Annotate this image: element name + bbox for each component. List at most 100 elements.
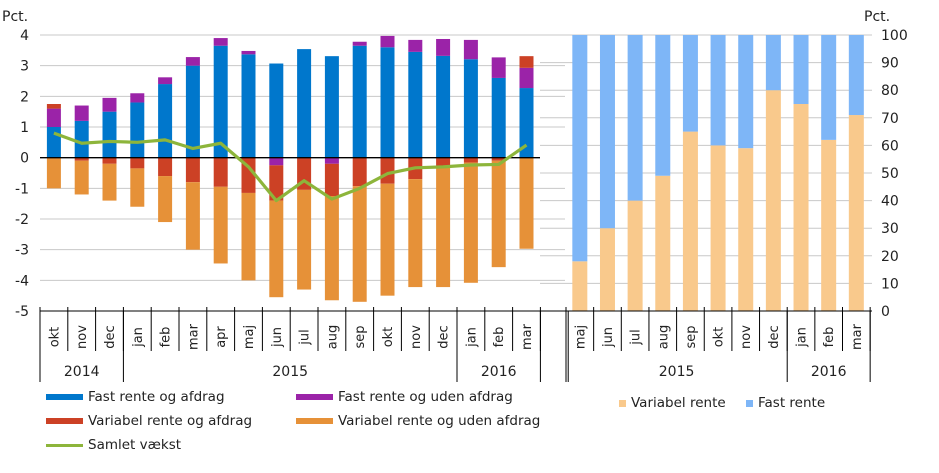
legend-label: Fast rente og uden afdrag bbox=[338, 389, 513, 405]
bar-fast-rente-og-afdrag-mar bbox=[185, 65, 200, 158]
bar-variabel-rente-og-uden-afdrag-mar bbox=[519, 157, 534, 249]
left-y-tick-label: 3 bbox=[20, 59, 29, 75]
x-year-label: 2016 bbox=[481, 364, 517, 380]
right-y-tick-label: 60 bbox=[881, 138, 899, 154]
left-y-tick-label: 1 bbox=[20, 120, 29, 136]
legend-item-fast-rente-og-uden-afdrag: Fast rente og uden afdrag bbox=[296, 389, 513, 405]
left-y-tick-label: -5 bbox=[15, 304, 29, 320]
bar-fast-rente-jun bbox=[599, 35, 615, 229]
x-category-label: nov bbox=[409, 325, 424, 349]
bar-variabel-rente-og-uden-afdrag-dec bbox=[102, 163, 117, 201]
left-y-tick-labels: 4 3 2 1 0 -1 -2 -3 -4 -5 bbox=[15, 28, 29, 320]
right-y-tick-label: 30 bbox=[881, 221, 899, 237]
legend-swatch bbox=[296, 394, 333, 400]
bar-variabel-rente-og-afdrag-nov bbox=[74, 157, 89, 161]
bar-fast-rente-og-afdrag-feb bbox=[491, 77, 506, 158]
x-category-label: feb bbox=[822, 327, 837, 348]
legend-label: Variabel rente bbox=[631, 395, 726, 411]
legend-label: Fast rente og afdrag bbox=[88, 389, 225, 405]
legend-item-fast-rente: Fast rente bbox=[746, 395, 825, 411]
legend-item-variabel-rente-og-afdrag: Variabel rente og afdrag bbox=[46, 413, 252, 429]
bar-variabel-rente-jun bbox=[599, 228, 615, 311]
bar-fast-rente-feb bbox=[821, 35, 837, 140]
bar-variabel-rente-og-uden-afdrag-maj bbox=[241, 192, 256, 281]
bar-fast-rente-nov bbox=[738, 35, 754, 149]
bar-variabel-rente-og-uden-afdrag-dec bbox=[436, 165, 451, 288]
x-category-label: maj bbox=[573, 325, 588, 349]
bar-fast-rente-og-uden-afdrag-okt bbox=[46, 108, 61, 127]
bar-fast-rente-og-uden-afdrag-aug bbox=[324, 157, 339, 164]
bar-fast-rente-og-uden-afdrag-jan bbox=[130, 93, 145, 103]
x-category-label: jul bbox=[629, 329, 644, 345]
right-y-tick-label: 50 bbox=[881, 166, 899, 182]
legend-swatch bbox=[619, 399, 626, 407]
x-category-label: okt bbox=[47, 327, 62, 348]
x-category-label: jan bbox=[131, 327, 146, 348]
bar-fast-rente-og-uden-afdrag-dec bbox=[102, 97, 117, 112]
bar-variabel-rente-og-uden-afdrag-nov bbox=[74, 160, 89, 195]
bar-fast-rente-og-afdrag-maj bbox=[241, 54, 256, 158]
samlet-vaekst-line bbox=[53, 131, 528, 203]
x-category-label: feb bbox=[159, 327, 174, 348]
left-y-tick-label: -4 bbox=[15, 273, 29, 289]
bar-fast-rente-og-afdrag-nov bbox=[74, 120, 89, 158]
legend-swatch bbox=[746, 399, 753, 407]
legend-item-variabel-rente-og-uden-afdrag: Variabel rente og uden afdrag bbox=[296, 413, 540, 429]
x-category-label: aug bbox=[656, 325, 671, 349]
x-year-label: 2014 bbox=[64, 364, 100, 380]
bar-variabel-rente-okt bbox=[710, 145, 726, 311]
bar-fast-rente-okt bbox=[710, 35, 726, 146]
bar-fast-rente-og-afdrag-dec bbox=[102, 111, 117, 158]
bar-variabel-rente-og-afdrag-jan bbox=[463, 157, 478, 163]
x-category-label: okt bbox=[381, 327, 396, 348]
x-category-label: nov bbox=[739, 325, 754, 349]
x-category-label: dec bbox=[437, 325, 452, 348]
x-category-label: jan bbox=[464, 327, 479, 348]
x-category-label: jun bbox=[270, 327, 285, 348]
bar-fast-rente-og-afdrag-apr bbox=[213, 45, 228, 158]
x-category-label: feb bbox=[492, 327, 507, 348]
x-category-label: okt bbox=[712, 327, 727, 348]
bar-fast-rente-dec bbox=[765, 35, 781, 91]
bar-variabel-rente-og-uden-afdrag-mar bbox=[185, 182, 200, 250]
bar-variabel-rente-og-uden-afdrag-feb bbox=[491, 160, 506, 268]
x-category-label: nov bbox=[75, 325, 90, 349]
bar-fast-rente-og-uden-afdrag-dec bbox=[436, 38, 451, 56]
bar-variabel-rente-jul bbox=[627, 200, 643, 311]
bar-fast-rente-og-uden-afdrag-jun bbox=[269, 157, 284, 166]
bar-fast-rente-mar bbox=[848, 35, 864, 116]
bar-variabel-rente-og-uden-afdrag-jan bbox=[463, 162, 478, 283]
x-year-label: 2016 bbox=[811, 364, 847, 380]
bar-variabel-rente-feb bbox=[821, 139, 837, 311]
legend-swatch bbox=[46, 443, 83, 447]
bar-fast-rente-og-afdrag-sep bbox=[352, 45, 367, 158]
x-category-label: dec bbox=[767, 325, 782, 348]
bar-fast-rente-og-uden-afdrag-nov bbox=[74, 105, 89, 121]
x-category-label: sep bbox=[684, 325, 699, 348]
bar-fast-rente-og-uden-afdrag-apr bbox=[213, 38, 228, 46]
bar-variabel-rente-og-afdrag-mar bbox=[519, 56, 534, 68]
bar-fast-rente-og-uden-afdrag-nov bbox=[408, 39, 423, 52]
right-unit-label: Pct. bbox=[864, 9, 890, 25]
legend-swatch bbox=[46, 418, 83, 424]
bar-fast-rente-og-afdrag-okt bbox=[380, 47, 395, 158]
right-y-tick-label: 0 bbox=[881, 304, 890, 320]
left-y-tick-label: -3 bbox=[15, 243, 29, 259]
right-y-tick-label: 100 bbox=[881, 28, 908, 44]
bar-fast-rente-og-uden-afdrag-feb bbox=[491, 57, 506, 78]
right-y-tick-label: 40 bbox=[881, 194, 899, 210]
bar-variabel-rente-og-afdrag-maj bbox=[241, 157, 256, 193]
x-category-label: dec bbox=[103, 325, 118, 348]
x-category-label: sep bbox=[353, 325, 368, 348]
x-category-label: jan bbox=[795, 327, 810, 348]
bar-variabel-rente-og-afdrag-feb bbox=[158, 157, 173, 177]
bar-fast-rente-og-afdrag-feb bbox=[158, 84, 173, 158]
left-y-tick-label: 2 bbox=[20, 89, 29, 105]
bar-fast-rente-og-afdrag-jan bbox=[130, 102, 145, 158]
x-category-label: mar bbox=[520, 323, 535, 350]
x-year-label: 2015 bbox=[272, 364, 308, 380]
bar-fast-rente-og-afdrag-jan bbox=[463, 59, 478, 158]
x-category-label: maj bbox=[242, 325, 257, 349]
bar-fast-rente-jan bbox=[793, 35, 809, 104]
